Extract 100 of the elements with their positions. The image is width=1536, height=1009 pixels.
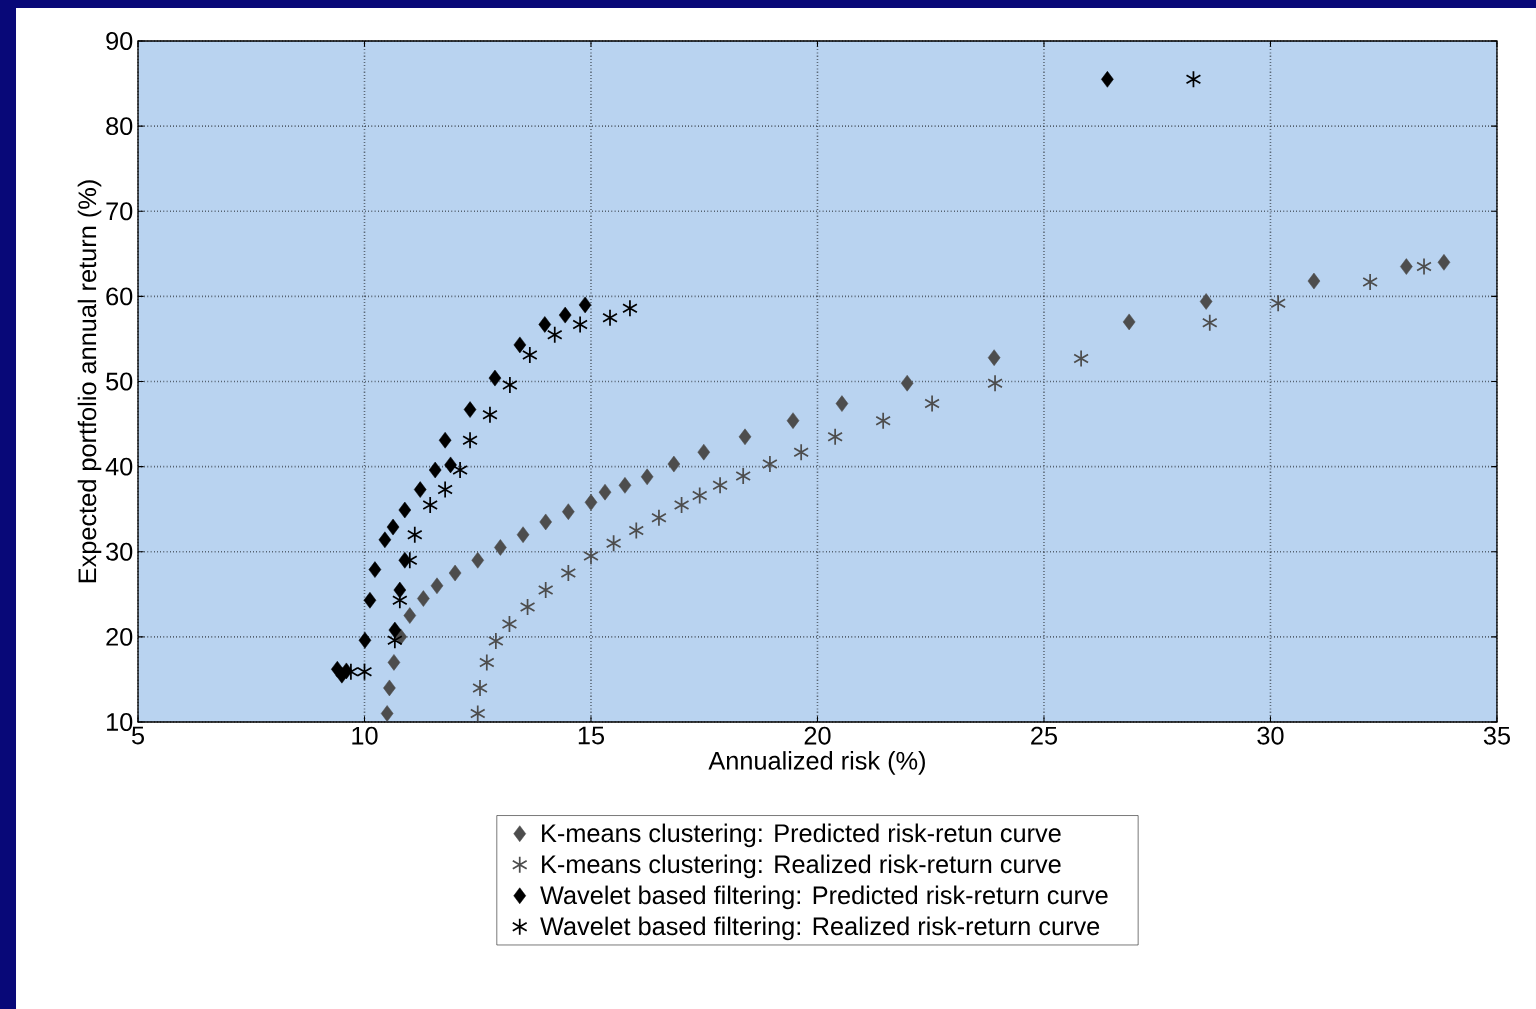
point — [494, 539, 507, 556]
x-tick-label: 15 — [578, 726, 605, 745]
legend-label: K-means clustering: Predicted risk-retun curve — [542, 823, 1061, 848]
point — [651, 508, 667, 527]
point — [924, 394, 940, 413]
point — [403, 607, 417, 624]
point — [406, 525, 423, 544]
point — [735, 467, 751, 485]
point — [462, 431, 478, 450]
point — [501, 615, 518, 633]
point — [900, 374, 914, 392]
y-tick-label: 40 — [105, 457, 133, 476]
point — [516, 526, 530, 543]
point — [428, 461, 442, 479]
x-tick-label: 30 — [1257, 726, 1284, 745]
point — [444, 456, 457, 474]
point — [572, 315, 588, 334]
point — [438, 431, 452, 449]
point — [667, 455, 681, 473]
point — [522, 346, 538, 364]
point — [452, 461, 468, 479]
point — [430, 577, 444, 595]
point — [469, 704, 486, 723]
point — [697, 443, 711, 461]
point — [1122, 313, 1136, 331]
point — [479, 653, 495, 672]
point — [539, 513, 552, 531]
point — [488, 369, 502, 387]
point — [583, 547, 599, 565]
point — [378, 531, 392, 549]
point — [546, 325, 563, 344]
y-tick-label: 70 — [106, 202, 133, 221]
point — [398, 501, 412, 519]
point — [413, 481, 427, 498]
point — [393, 581, 407, 599]
point — [1416, 257, 1432, 276]
point — [786, 412, 800, 429]
legend-label: Wavelet based filtering: Realized risk-return curve — [540, 916, 1100, 941]
point — [358, 632, 372, 649]
point — [383, 679, 396, 697]
point — [471, 551, 485, 569]
point — [628, 521, 645, 540]
point — [472, 679, 488, 697]
point — [584, 494, 598, 511]
point — [673, 496, 690, 514]
point — [513, 336, 527, 354]
point — [448, 564, 462, 582]
point — [1073, 349, 1089, 368]
y-axis-title: Expected portfolio annual return (%) — [77, 180, 102, 583]
point — [1400, 258, 1413, 275]
point — [1270, 294, 1286, 313]
point — [738, 428, 752, 446]
x-tick-label: 10 — [352, 726, 378, 745]
point — [793, 443, 809, 462]
point — [602, 308, 618, 327]
point — [1101, 71, 1114, 88]
point — [562, 503, 575, 520]
point — [1437, 254, 1451, 271]
y-tick-label: 10 — [107, 713, 133, 731]
point — [987, 374, 1003, 393]
point — [482, 405, 498, 424]
point — [578, 296, 592, 314]
point — [987, 349, 1001, 366]
y-tick-label: 30 — [106, 542, 133, 561]
point — [502, 376, 518, 394]
y-tick-label: 80 — [106, 117, 133, 136]
point — [363, 591, 377, 609]
point — [558, 306, 572, 324]
point — [1199, 293, 1213, 310]
legend-label: Wavelet based filtering: Predicted risk-return curve — [540, 885, 1108, 910]
y-tick-label: 20 — [106, 627, 133, 646]
point — [422, 496, 438, 514]
x-tick-label: 5 — [131, 726, 144, 745]
point — [1362, 273, 1378, 291]
point — [605, 534, 622, 553]
point — [618, 477, 632, 494]
point — [762, 455, 778, 473]
x-tick-label: 35 — [1483, 726, 1510, 745]
point — [380, 705, 394, 722]
point — [417, 590, 430, 607]
point — [387, 654, 401, 671]
point — [640, 468, 654, 486]
point — [827, 427, 843, 446]
y-tick-label: 50 — [106, 372, 133, 391]
point — [488, 632, 504, 650]
point — [386, 518, 400, 536]
x-axis-title: Annualized risk (%) — [708, 751, 925, 775]
point — [1307, 272, 1321, 290]
point — [622, 299, 638, 318]
point — [560, 564, 577, 582]
point — [519, 598, 536, 616]
point — [537, 581, 554, 599]
point — [538, 316, 552, 333]
point — [835, 395, 849, 412]
point — [437, 480, 453, 499]
point — [875, 411, 891, 430]
point — [463, 401, 477, 418]
point — [598, 483, 612, 501]
x-tick-label: 25 — [1031, 726, 1057, 745]
point — [1185, 70, 1202, 89]
